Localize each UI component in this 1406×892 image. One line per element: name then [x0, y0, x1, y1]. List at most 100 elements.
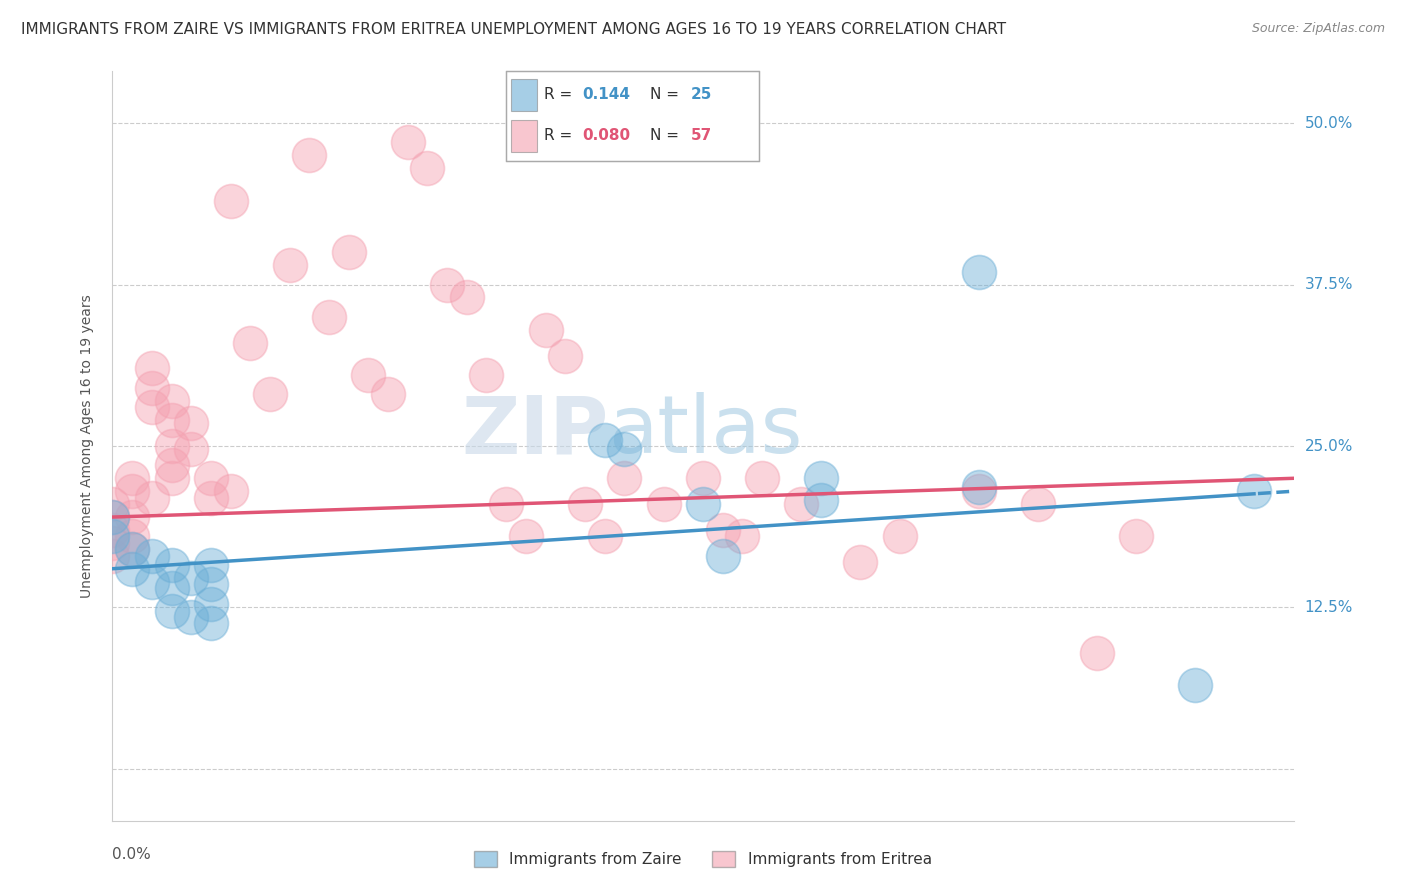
Point [121, 471, 143, 485]
Point [515, 529, 537, 543]
Text: R =: R = [544, 128, 578, 143]
Point [180, 442, 202, 456]
Point [967, 480, 990, 494]
Point [889, 529, 911, 543]
Point [692, 497, 714, 511]
Point [121, 562, 143, 576]
Point [357, 368, 380, 382]
Text: atlas: atlas [609, 392, 803, 470]
Point [711, 523, 734, 537]
Text: ZIP: ZIP [461, 392, 609, 470]
Point [534, 323, 557, 337]
Bar [512, 79, 537, 111]
Text: N =: N = [651, 128, 685, 143]
Point [101, 549, 124, 563]
Text: 50.0%: 50.0% [1305, 116, 1353, 130]
Point [160, 439, 183, 453]
Point [180, 416, 202, 430]
Point [141, 401, 163, 415]
Point [810, 493, 832, 508]
Point [1026, 497, 1049, 511]
Y-axis label: Unemployment Among Ages 16 to 19 years: Unemployment Among Ages 16 to 19 years [80, 294, 94, 598]
Point [141, 574, 163, 589]
Text: N =: N = [651, 87, 685, 102]
Point [318, 310, 340, 324]
Text: IMMIGRANTS FROM ZAIRE VS IMMIGRANTS FROM ERITREA UNEMPLOYMENT AMONG AGES 16 TO 1: IMMIGRANTS FROM ZAIRE VS IMMIGRANTS FROM… [21, 22, 1007, 37]
Point [1184, 678, 1206, 692]
Point [416, 161, 439, 176]
Point [160, 604, 183, 618]
Text: 0.0%: 0.0% [112, 847, 152, 862]
Point [790, 497, 813, 511]
Point [101, 510, 124, 524]
Text: 57: 57 [690, 128, 713, 143]
Point [1125, 529, 1147, 543]
Point [593, 433, 616, 447]
Point [160, 393, 183, 408]
Point [121, 484, 143, 499]
Text: 0.080: 0.080 [582, 128, 630, 143]
Point [436, 277, 458, 292]
Point [475, 368, 498, 382]
Point [1243, 484, 1265, 499]
Point [101, 523, 124, 537]
Point [731, 529, 754, 543]
Point [180, 609, 202, 624]
Bar [512, 120, 537, 152]
Point [967, 264, 990, 278]
Point [121, 542, 143, 557]
Point [200, 471, 222, 485]
Point [456, 290, 478, 304]
Legend: Immigrants from Zaire, Immigrants from Eritrea: Immigrants from Zaire, Immigrants from E… [468, 845, 938, 873]
Point [574, 497, 596, 511]
Text: R =: R = [544, 87, 578, 102]
Point [141, 381, 163, 395]
Point [219, 194, 242, 208]
Text: 25.0%: 25.0% [1305, 439, 1353, 453]
Point [278, 258, 301, 272]
Point [711, 549, 734, 563]
Point [554, 349, 576, 363]
Point [200, 615, 222, 630]
Point [101, 497, 124, 511]
Point [751, 471, 773, 485]
Point [810, 471, 832, 485]
Point [101, 529, 124, 543]
Point [160, 413, 183, 427]
Text: 25: 25 [690, 87, 713, 102]
Point [200, 491, 222, 505]
Point [121, 542, 143, 557]
Point [160, 458, 183, 473]
Point [495, 497, 517, 511]
Point [396, 136, 419, 150]
Text: 0.144: 0.144 [582, 87, 630, 102]
Point [593, 529, 616, 543]
Point [967, 484, 990, 499]
Point [180, 571, 202, 585]
Point [849, 555, 872, 569]
Point [101, 510, 124, 524]
Point [1085, 646, 1108, 660]
Point [259, 387, 281, 401]
Point [141, 361, 163, 376]
Point [160, 471, 183, 485]
Point [101, 536, 124, 550]
Point [121, 510, 143, 524]
Text: Source: ZipAtlas.com: Source: ZipAtlas.com [1251, 22, 1385, 36]
Point [298, 148, 321, 162]
Point [377, 387, 399, 401]
Point [239, 335, 262, 350]
Point [219, 484, 242, 499]
Point [337, 245, 360, 260]
Point [160, 581, 183, 595]
Text: 12.5%: 12.5% [1305, 600, 1353, 615]
Point [160, 558, 183, 572]
Point [613, 471, 636, 485]
Point [200, 558, 222, 572]
Point [121, 529, 143, 543]
Point [200, 577, 222, 591]
Point [141, 491, 163, 505]
Text: 37.5%: 37.5% [1305, 277, 1353, 292]
Point [652, 497, 675, 511]
Point [141, 549, 163, 563]
